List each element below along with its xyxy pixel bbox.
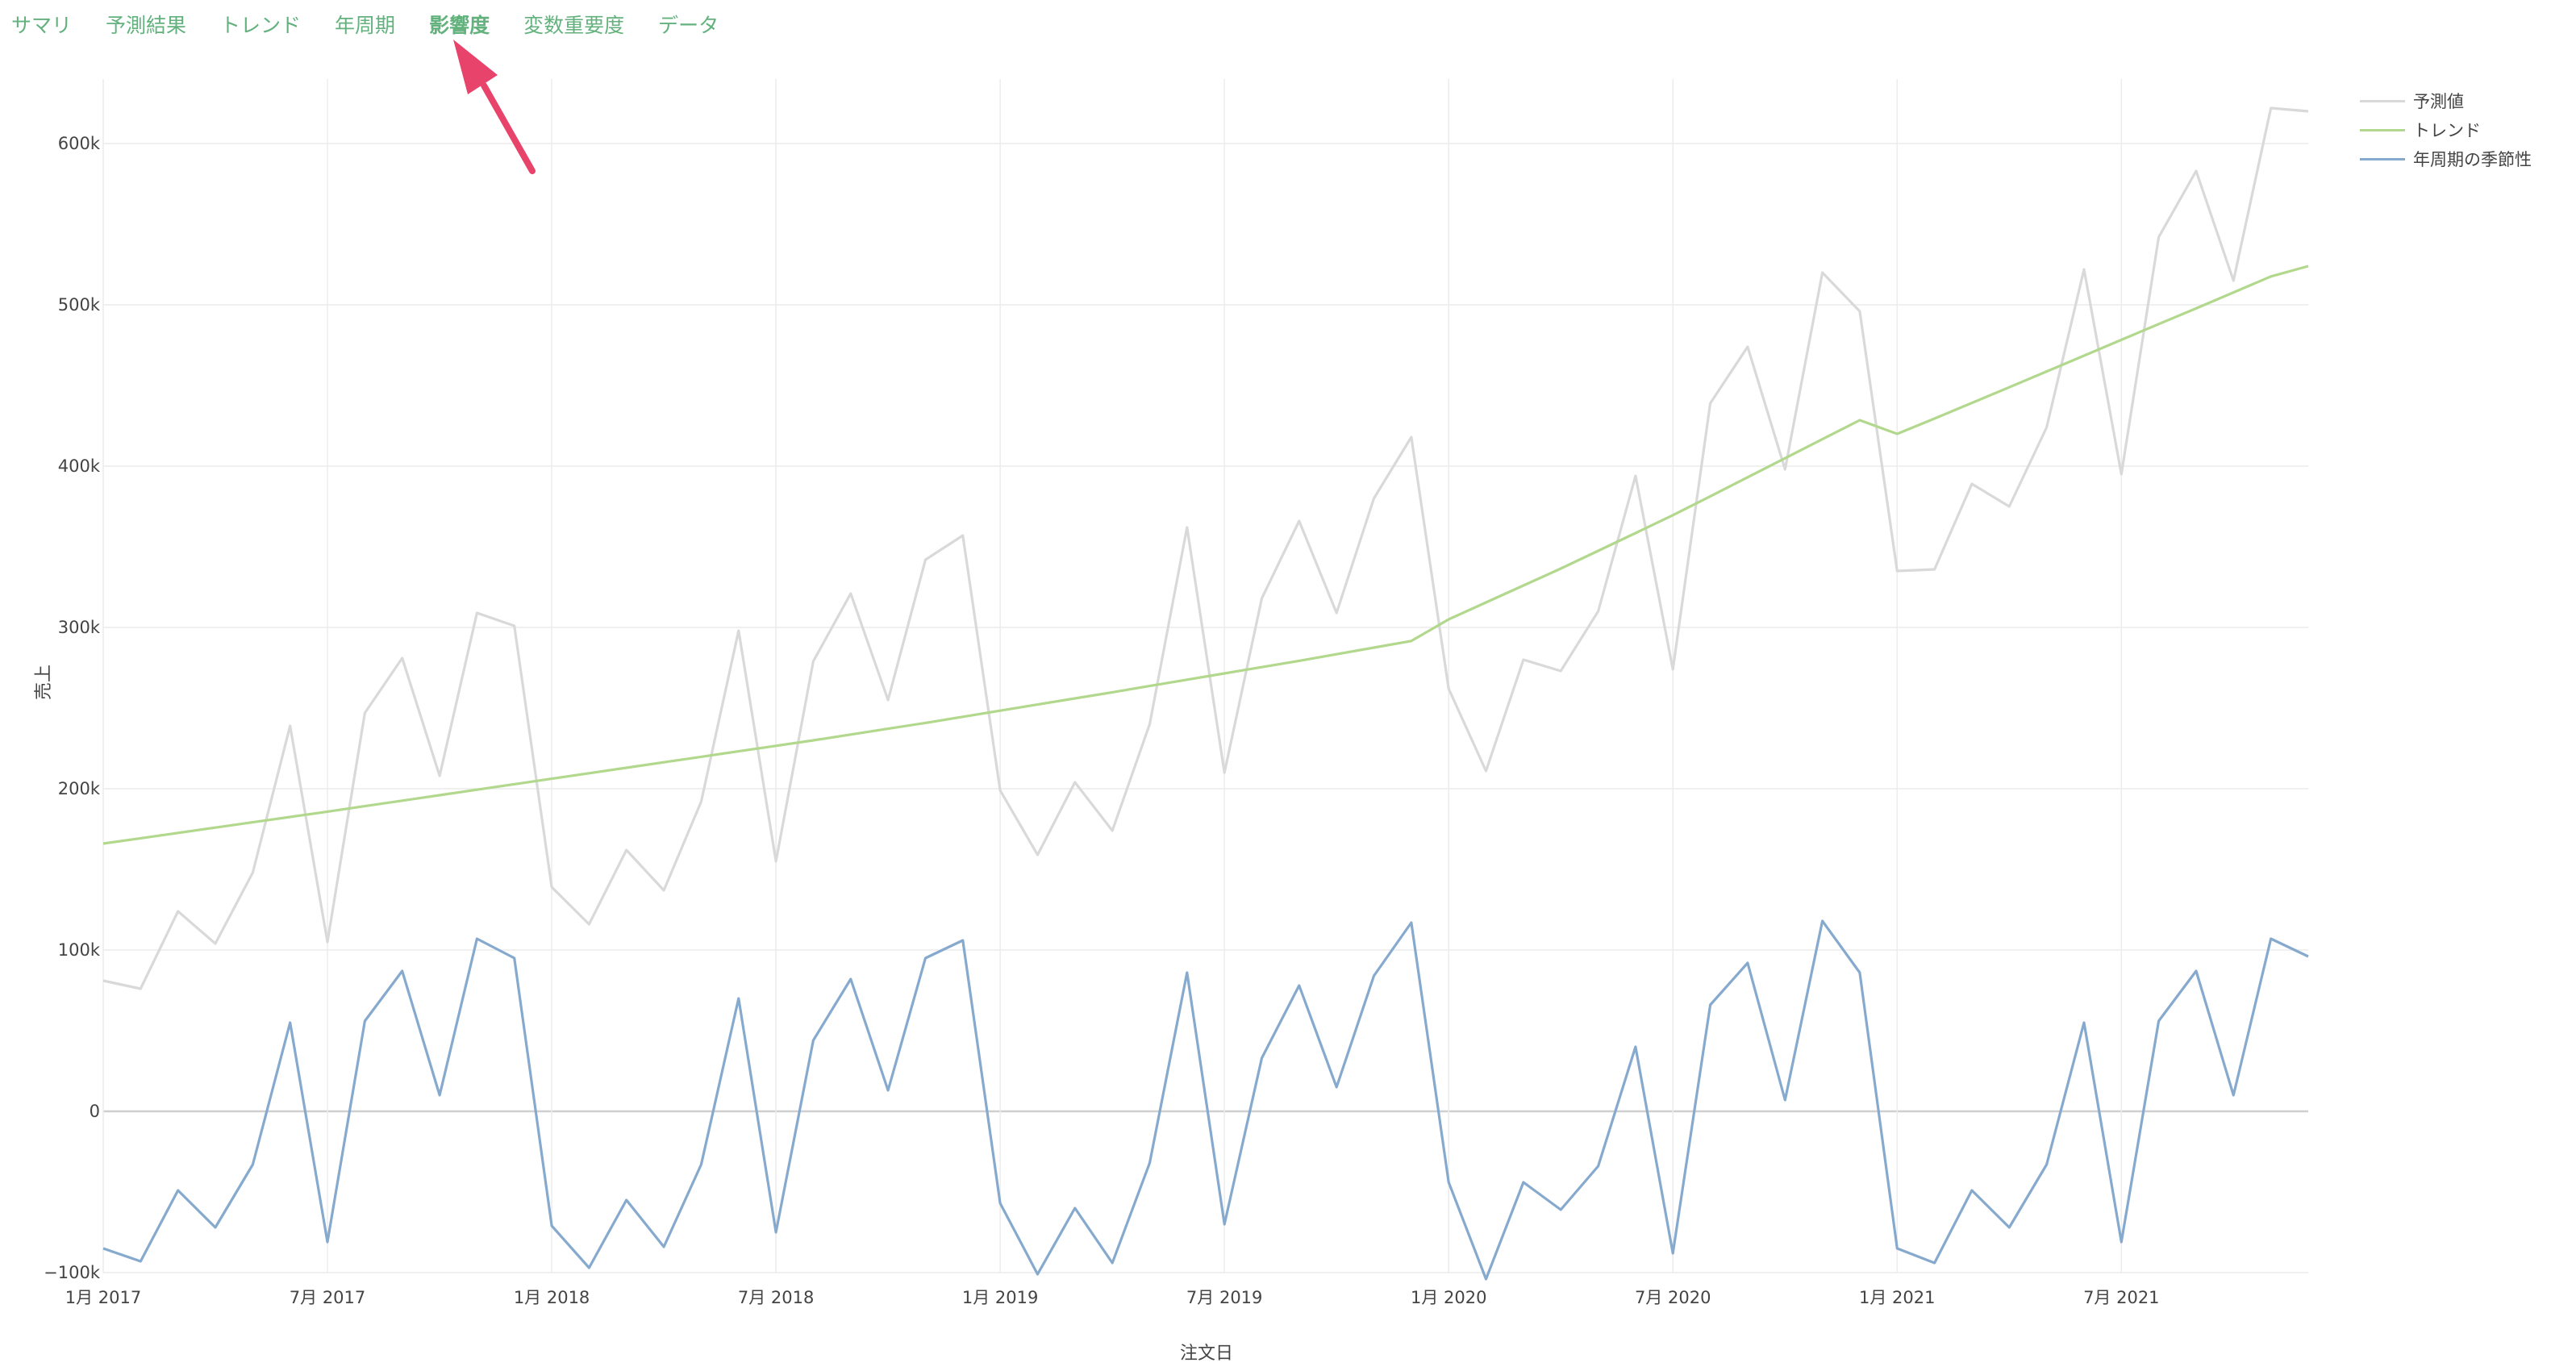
- tab-bar: サマリ 予測結果 トレンド 年周期 影響度 変数重要度 データ: [11, 6, 719, 42]
- x-tick-label: 1月 2020: [1411, 1288, 1486, 1307]
- y-tick-label: 0: [90, 1102, 100, 1121]
- x-tick-label: 1月 2018: [514, 1288, 590, 1307]
- y-tick-label: 400k: [58, 456, 101, 476]
- y-tick-label: 100k: [58, 940, 101, 960]
- x-axis-label: 注文日: [1179, 1344, 1234, 1364]
- chart-legend: 予測値 トレンド 年周期の季節性: [2360, 90, 2532, 169]
- y-tick-label: 500k: [58, 295, 101, 315]
- legend-swatch-trend: [2360, 128, 2405, 131]
- chart-grid: [102, 79, 2308, 1273]
- legend-label: 予測値: [2413, 92, 2464, 111]
- trend-line: [102, 265, 2309, 845]
- tab-data[interactable]: データ: [658, 14, 719, 37]
- prediction-line: [102, 106, 2309, 990]
- x-tick-label: 1月 2021: [1859, 1288, 1935, 1307]
- tab-yearly-cycle[interactable]: 年周期: [335, 14, 396, 37]
- annotation: [453, 40, 536, 174]
- annotation-arrow-icon: [453, 40, 498, 94]
- x-tick-label: 7月 2018: [738, 1288, 814, 1307]
- y-axis-ticks: −100k 0 100k 200k 300k 400k 500k 600k: [44, 134, 101, 1282]
- x-tick-label: 7月 2020: [1635, 1288, 1711, 1307]
- tab-prediction-results[interactable]: 予測結果: [106, 14, 187, 37]
- legend-swatch-prediction: [2360, 99, 2405, 102]
- y-tick-label: 600k: [58, 134, 101, 153]
- y-tick-label: 200k: [58, 779, 101, 798]
- x-tick-label: 1月 2017: [65, 1288, 141, 1307]
- legend-label: トレンド: [2413, 121, 2481, 140]
- legend-swatch-yearly-seasonality: [2360, 157, 2405, 160]
- x-tick-label: 7月 2019: [1186, 1288, 1262, 1307]
- legend-label: 年周期の季節性: [2413, 150, 2532, 169]
- y-tick-label: −100k: [44, 1263, 101, 1282]
- chart-series: [102, 106, 2309, 1281]
- x-axis-ticks: 1月 2017 7月 2017 1月 2018 7月 2018 1月 2019 7月 20…: [65, 1288, 2160, 1307]
- tab-trend[interactable]: トレンド: [220, 14, 302, 37]
- tab-summary[interactable]: サマリ: [11, 14, 73, 37]
- x-tick-label: 1月 2019: [962, 1288, 1038, 1307]
- legend-item-trend[interactable]: トレンド: [2360, 119, 2532, 140]
- y-tick-label: 300k: [58, 618, 101, 637]
- y-axis-label: 売上: [34, 664, 54, 701]
- legend-item-prediction[interactable]: 予測値: [2360, 90, 2532, 111]
- legend-item-yearly-seasonality[interactable]: 年周期の季節性: [2360, 148, 2532, 169]
- annotation-arrow-shaft: [481, 82, 536, 174]
- tab-variable-importance[interactable]: 変数重要度: [523, 14, 625, 37]
- x-tick-label: 7月 2021: [2083, 1288, 2159, 1307]
- x-tick-label: 7月 2017: [290, 1288, 365, 1307]
- yearly-seasonality-line: [102, 919, 2309, 1281]
- tab-impact[interactable]: 影響度: [429, 14, 490, 37]
